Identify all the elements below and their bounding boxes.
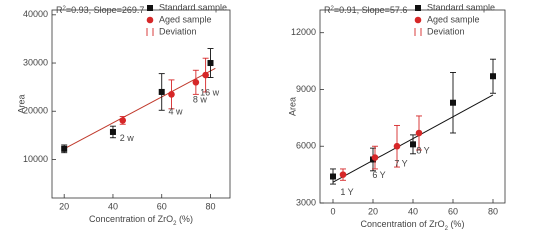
fit-annotation-part: 2	[63, 6, 67, 12]
x-axis-label: Concentration of ZrO2 (%)	[361, 219, 465, 231]
point	[61, 145, 68, 152]
y-tick-label: 30000	[23, 57, 48, 67]
fit-annotation: R2=0.91, Slope=57.6	[324, 5, 407, 15]
point-label: 8 w	[193, 95, 208, 105]
x-axis-label-part: Concentration of ZrO	[89, 214, 173, 224]
point-label: 1 Y	[340, 187, 353, 197]
point	[410, 141, 416, 148]
point	[158, 88, 165, 95]
fit-annotation-part: =0.91, Slope=57.6	[334, 5, 408, 15]
legend-label: Standard sample	[427, 2, 495, 12]
legend-label: Deviation	[159, 26, 197, 36]
point	[450, 99, 456, 106]
point	[109, 128, 116, 135]
y-tick-label: 6000	[296, 141, 316, 151]
y-axis-label: Area	[16, 94, 26, 113]
plot-frame	[319, 9, 506, 204]
legend-swatch	[414, 16, 422, 24]
point	[339, 171, 347, 178]
x-tick-label: 20	[59, 201, 69, 211]
point	[330, 173, 336, 180]
point	[119, 117, 127, 124]
point	[490, 73, 496, 80]
legend-swatch	[146, 16, 154, 24]
point	[207, 60, 214, 67]
legend-label: Deviation	[427, 26, 465, 36]
x-tick-label: 80	[488, 206, 498, 216]
x-tick-label: 0	[330, 206, 335, 216]
legend-label: Aged sample	[427, 14, 480, 24]
point-label: 8 Y	[416, 145, 429, 155]
plot-frame	[51, 9, 231, 199]
fit-line	[63, 67, 216, 150]
x-axis-label: Concentration of ZrO2 (%)	[89, 214, 193, 226]
y-tick-label: 10000	[23, 154, 48, 164]
legend-label: Standard sample	[159, 2, 227, 12]
fit-annotation: R2=0.93, Slope=269.7	[56, 5, 144, 15]
point-label: 2 w	[120, 133, 135, 143]
y-tick-label: 40000	[23, 9, 48, 19]
x-tick-label: 60	[157, 201, 167, 211]
fit-annotation-part: R	[56, 5, 63, 15]
y-axis-label: Area	[287, 97, 297, 116]
x-tick-label: 40	[108, 201, 118, 211]
legend-swatch	[147, 5, 153, 11]
x-axis-label-part: Concentration of ZrO	[361, 219, 445, 229]
fit-annotation-part: =0.93, Slope=269.7	[66, 5, 145, 15]
point	[415, 129, 423, 137]
x-axis-label-part: (%)	[448, 219, 465, 229]
point	[371, 154, 379, 161]
point-label: 7 Y	[394, 159, 407, 169]
x-tick-label: 80	[205, 201, 215, 211]
point	[168, 91, 175, 98]
point-label: 4 w	[168, 107, 183, 117]
fit-annotation-part: 2	[331, 6, 335, 12]
fit-annotation-part: R	[324, 5, 331, 15]
y-tick-label: 3000	[296, 197, 316, 207]
x-tick-label: 20	[368, 206, 378, 216]
y-tick-label: 12000	[291, 27, 316, 37]
point-label: 16 w	[200, 87, 220, 97]
x-axis-label-part: 2	[173, 221, 177, 227]
point-label: 6 Y	[372, 170, 385, 180]
y-tick-label: 20000	[23, 106, 48, 116]
x-tick-label: 60	[448, 206, 458, 216]
y-tick-label: 9000	[296, 84, 316, 94]
point	[202, 71, 209, 79]
x-tick-label: 40	[408, 206, 418, 216]
x-axis-label-part: 2	[445, 226, 449, 232]
legend-swatch	[415, 5, 421, 11]
x-axis-label-part: (%)	[176, 214, 193, 224]
point	[393, 142, 401, 150]
legend-label: Aged sample	[159, 14, 212, 24]
point	[192, 79, 200, 86]
